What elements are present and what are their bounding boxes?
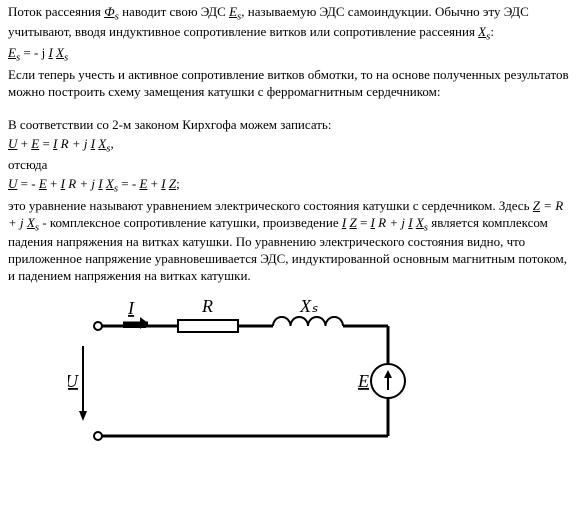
text: + bbox=[147, 176, 161, 191]
text: = - bbox=[118, 176, 139, 191]
text: Если теперь учесть и активное сопротивле… bbox=[8, 67, 569, 99]
e-symbol: E bbox=[229, 4, 237, 19]
equation-kirchhoff: U + E = I R + j I Xs, bbox=[8, 136, 571, 156]
spacer bbox=[8, 103, 571, 117]
text: ; bbox=[176, 176, 180, 191]
e-symbol: E bbox=[8, 45, 16, 60]
z-symbol: Z bbox=[169, 176, 176, 191]
paragraph-active-resistance: Если теперь учесть и активное сопротивле… bbox=[8, 67, 571, 101]
i-symbol: I bbox=[98, 176, 102, 191]
x-symbol: X bbox=[416, 215, 424, 230]
text: + bbox=[17, 136, 31, 151]
text: = - j bbox=[20, 45, 48, 60]
text: + bbox=[47, 176, 61, 191]
paragraph-hence: отсюда bbox=[8, 157, 571, 174]
equation-es: Es = - j I Xs bbox=[8, 45, 571, 65]
x-symbol: X bbox=[478, 24, 486, 39]
svg-text:Xₛ: Xₛ bbox=[299, 296, 318, 316]
i-symbol: I bbox=[161, 176, 165, 191]
text: это уравнение называют уравнением электр… bbox=[8, 198, 533, 213]
svg-text:R: R bbox=[201, 296, 213, 316]
text: Поток рассеяния bbox=[8, 4, 104, 19]
text: R + j bbox=[65, 176, 98, 191]
x-symbol: X bbox=[56, 45, 64, 60]
i-symbol: I bbox=[408, 215, 412, 230]
svg-text:U: U bbox=[68, 371, 79, 391]
circuit-svg: I R Xₛ U E bbox=[68, 291, 428, 461]
text: - комплексное сопротивление катушки, про… bbox=[39, 215, 342, 230]
paragraph-explanation: это уравнение называют уравнением электр… bbox=[8, 198, 571, 285]
x-symbol: X bbox=[106, 176, 114, 191]
equation-u: U = - E + I R + j I Xs = - E + I Z; bbox=[8, 176, 571, 196]
z-symbol: Z bbox=[533, 198, 540, 213]
svg-text:I: I bbox=[127, 298, 135, 318]
x-symbol: X bbox=[27, 215, 35, 230]
subscript: s bbox=[64, 52, 68, 64]
text: = bbox=[39, 136, 53, 151]
u-symbol: U bbox=[8, 136, 17, 151]
u-symbol: U bbox=[8, 176, 17, 191]
text: наводит свою ЭДС bbox=[119, 4, 229, 19]
z-symbol: Z bbox=[349, 215, 356, 230]
text: , называемую ЭДС самоиндукции. bbox=[241, 4, 431, 19]
text: R + j bbox=[57, 136, 90, 151]
svg-text:E: E bbox=[357, 371, 369, 391]
text: R + j bbox=[375, 215, 408, 230]
text: В соответствии со 2-м законом Кирхгофа м… bbox=[8, 117, 331, 132]
phi-symbol: Ф bbox=[104, 4, 114, 19]
circuit-diagram: I R Xₛ U E bbox=[8, 287, 571, 461]
e-symbol: E bbox=[39, 176, 47, 191]
e-symbol: E bbox=[31, 136, 39, 151]
text: отсюда bbox=[8, 157, 47, 172]
text: , bbox=[110, 136, 113, 151]
text: : bbox=[490, 24, 494, 39]
paragraph-kirchhoff: В соответствии со 2-м законом Кирхгофа м… bbox=[8, 117, 571, 134]
text: = bbox=[357, 215, 371, 230]
text: = - bbox=[17, 176, 38, 191]
paragraph-flux: Поток рассеяния Фs наводит свою ЭДС Es, … bbox=[8, 4, 571, 43]
